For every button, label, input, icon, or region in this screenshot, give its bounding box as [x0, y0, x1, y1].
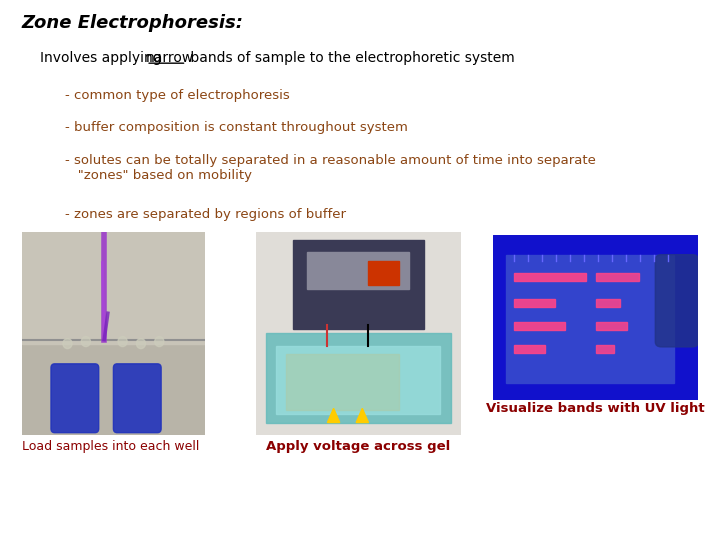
Bar	[287, 354, 399, 410]
Bar	[514, 273, 585, 281]
FancyBboxPatch shape	[114, 364, 161, 433]
Bar	[514, 345, 544, 354]
Text: - zones are separated by regions of buffer: - zones are separated by regions of buff…	[65, 208, 346, 221]
Bar	[596, 273, 639, 281]
Text: narrow: narrow	[146, 51, 194, 65]
Text: Visualize bands with UV light: Visualize bands with UV light	[486, 402, 705, 415]
Bar	[369, 261, 399, 285]
Text: Involves applying: Involves applying	[40, 51, 166, 65]
Bar	[22, 232, 205, 343]
Text: Zone Electrophoresis:: Zone Electrophoresis:	[22, 14, 243, 31]
Text: bands of sample to the electrophoretic system: bands of sample to the electrophoretic s…	[186, 51, 516, 65]
Circle shape	[155, 336, 164, 347]
Circle shape	[118, 336, 127, 347]
Polygon shape	[328, 408, 340, 422]
Bar	[307, 253, 410, 289]
Text: - solutes can be totally separated in a reasonable amount of time into separate
: - solutes can be totally separated in a …	[65, 154, 595, 182]
FancyBboxPatch shape	[51, 364, 99, 433]
Text: Apply voltage across gel: Apply voltage across gel	[266, 440, 450, 453]
Bar	[514, 299, 554, 307]
Circle shape	[136, 339, 145, 349]
Bar	[596, 322, 626, 330]
Polygon shape	[356, 408, 369, 422]
Bar	[596, 345, 614, 354]
Bar	[276, 346, 440, 415]
Bar	[266, 333, 451, 422]
Bar	[292, 240, 424, 329]
Bar	[596, 299, 621, 307]
Text: - common type of electrophoresis: - common type of electrophoresis	[65, 89, 289, 102]
Text: - buffer composition is constant throughout system: - buffer composition is constant through…	[65, 122, 408, 134]
Circle shape	[63, 339, 72, 349]
Text: Load samples into each well: Load samples into each well	[22, 440, 199, 453]
Bar	[505, 255, 674, 383]
Bar	[514, 322, 565, 330]
Circle shape	[81, 336, 91, 347]
FancyBboxPatch shape	[655, 255, 698, 347]
